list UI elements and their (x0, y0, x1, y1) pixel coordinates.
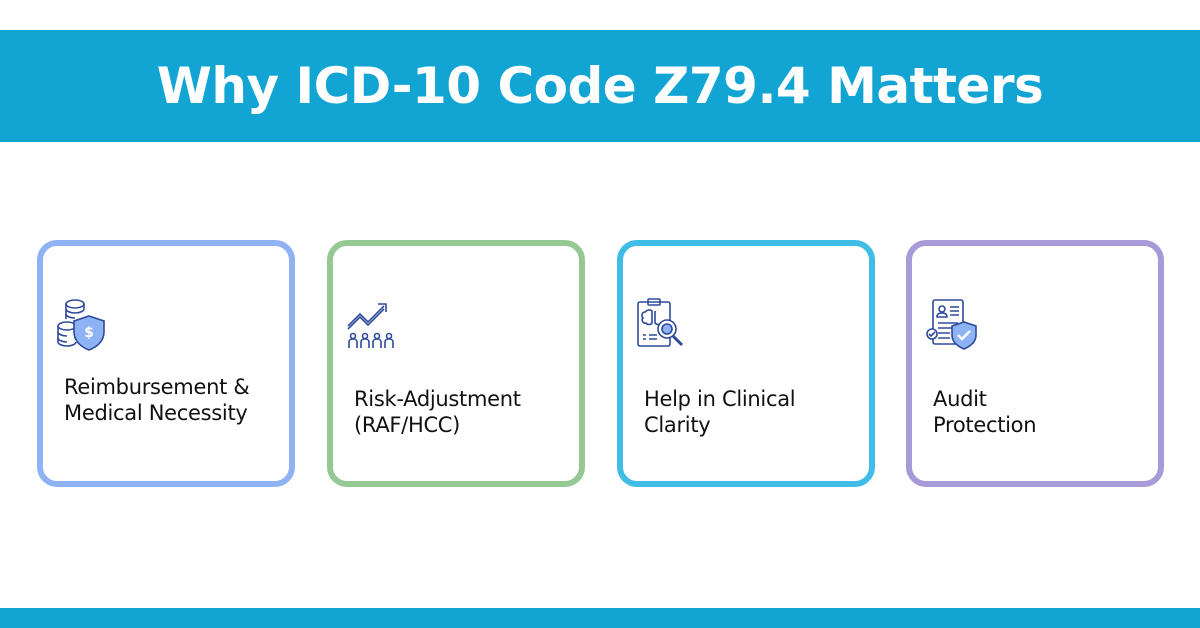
card-clinical-clarity: Help in Clinical Clarity (617, 240, 875, 487)
coins-shield-dollar-icon: $ (57, 299, 105, 351)
card-label: Help in Clinical Clarity (644, 387, 796, 437)
svg-text:$: $ (84, 325, 94, 341)
card-label: Reimbursement & Medical Necessity (64, 375, 250, 425)
footer-bar (0, 608, 1200, 628)
card-audit-protection: Audit Protection (906, 240, 1164, 487)
document-shield-check-icon (926, 299, 977, 350)
trend-arrow-people-icon (347, 303, 394, 348)
card-reimbursement: $ Reimbursement & Medical Necessity (37, 240, 295, 487)
card-label: Audit Protection (933, 387, 1037, 437)
page-title: Why ICD-10 Code Z79.4 Matters (156, 57, 1044, 115)
card-label: Risk-Adjustment (RAF/HCC) (354, 387, 521, 437)
card-risk-adjustment: Risk-Adjustment (RAF/HCC) (327, 240, 585, 487)
clipboard-brain-magnifier-icon (637, 298, 684, 347)
header-banner: Why ICD-10 Code Z79.4 Matters (0, 30, 1200, 142)
